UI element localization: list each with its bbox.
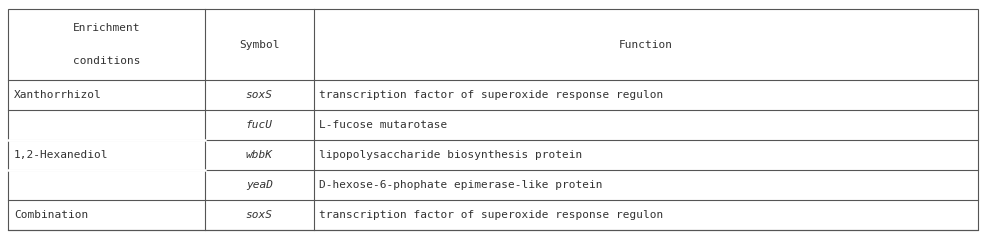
Text: Symbol: Symbol xyxy=(239,40,280,50)
Text: L-fucose mutarotase: L-fucose mutarotase xyxy=(319,120,448,130)
Text: D-hexose-6-phophate epimerase-like protein: D-hexose-6-phophate epimerase-like prote… xyxy=(319,180,603,190)
Text: Combination: Combination xyxy=(14,210,88,220)
Text: soxS: soxS xyxy=(246,210,273,220)
Text: transcription factor of superoxide response regulon: transcription factor of superoxide respo… xyxy=(319,90,664,100)
Text: soxS: soxS xyxy=(246,90,273,100)
Text: Enrichment

conditions: Enrichment conditions xyxy=(73,23,140,66)
Text: transcription factor of superoxide response regulon: transcription factor of superoxide respo… xyxy=(319,210,664,220)
Text: lipopolysaccharide biosynthesis protein: lipopolysaccharide biosynthesis protein xyxy=(319,150,583,160)
Text: wbbK: wbbK xyxy=(246,150,273,160)
Text: yeaD: yeaD xyxy=(246,180,273,190)
Text: 1,2-Hexanediol: 1,2-Hexanediol xyxy=(14,150,108,160)
Text: Xanthorrhizol: Xanthorrhizol xyxy=(14,90,102,100)
Text: Function: Function xyxy=(619,40,672,50)
Text: fucU: fucU xyxy=(246,120,273,130)
